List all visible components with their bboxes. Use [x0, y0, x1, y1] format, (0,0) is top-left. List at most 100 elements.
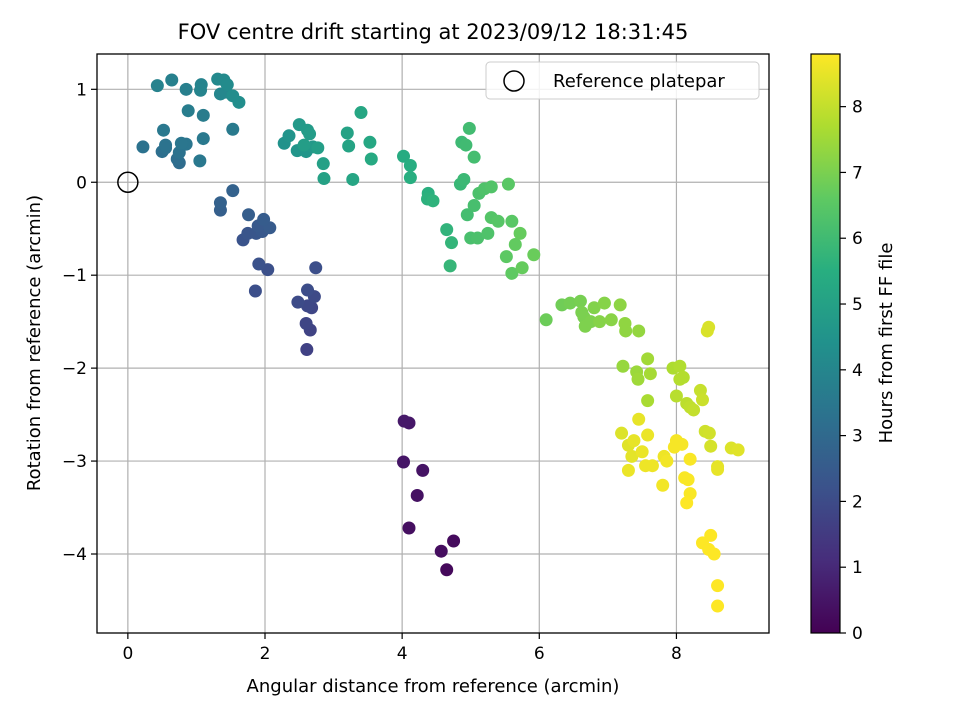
chart-title: FOV centre drift starting at 2023/09/12 …: [178, 20, 689, 44]
data-point: [613, 298, 627, 312]
data-point: [416, 463, 430, 477]
colorbar: [810, 53, 841, 634]
data-point: [656, 478, 670, 492]
data-point: [467, 198, 481, 212]
data-point: [680, 496, 694, 510]
data-point: [616, 359, 630, 373]
data-point: [443, 259, 457, 273]
data-point: [291, 295, 305, 309]
data-point: [300, 343, 314, 357]
x-axis-label: Angular distance from reference (arcmin): [247, 676, 620, 697]
data-point: [641, 352, 655, 366]
data-point: [513, 226, 527, 240]
data-point: [676, 370, 690, 384]
data-point: [632, 324, 646, 338]
data-point: [527, 248, 541, 262]
y-tick-label: 1: [76, 80, 87, 100]
data-point: [194, 83, 208, 97]
legend-label: Reference platepar: [553, 71, 725, 92]
data-point: [303, 127, 317, 141]
legend-reference-marker: [503, 70, 525, 92]
data-point: [704, 439, 718, 453]
data-point: [459, 138, 473, 152]
data-point: [174, 136, 188, 150]
data-point: [681, 473, 695, 487]
data-point: [675, 437, 689, 451]
data-point: [410, 488, 424, 502]
data-point: [481, 226, 495, 240]
data-point: [645, 459, 659, 473]
data-point: [687, 403, 701, 417]
data-point: [625, 449, 639, 463]
y-tick-label: −3: [62, 452, 87, 472]
data-point: [440, 223, 454, 237]
data-point: [499, 250, 513, 264]
data-point: [673, 359, 687, 373]
data-point: [354, 106, 368, 120]
y-tick-label: −1: [62, 266, 87, 286]
x-tick-label: 2: [260, 644, 271, 664]
data-point: [627, 434, 641, 448]
data-point: [157, 123, 171, 137]
data-point: [402, 521, 416, 535]
data-point: [311, 141, 325, 155]
data-point: [508, 238, 522, 252]
data-point: [363, 135, 377, 149]
data-point: [702, 320, 716, 334]
data-point: [641, 428, 655, 442]
data-point: [165, 73, 179, 87]
data-point: [593, 315, 607, 329]
data-point: [587, 301, 601, 315]
data-point: [403, 159, 417, 173]
data-point: [515, 261, 529, 275]
data-point: [242, 208, 256, 222]
y-axis-label: Rotation from reference (arcmin): [24, 195, 45, 491]
data-point: [150, 79, 164, 93]
data-point: [635, 445, 649, 459]
data-point: [619, 324, 633, 338]
y-axis-ticks: 1 0 −1 −2 −3 −4: [62, 80, 97, 565]
data-point: [309, 261, 323, 275]
data-point: [621, 463, 635, 477]
data-point: [397, 414, 411, 428]
data-point: [632, 412, 646, 426]
colorbar-tick-label: 5: [852, 295, 863, 315]
data-point: [695, 393, 709, 407]
data-point: [252, 257, 266, 271]
data-point: [563, 296, 577, 310]
x-tick-label: 0: [122, 644, 133, 664]
data-point: [711, 599, 725, 613]
data-point: [711, 579, 725, 593]
plot-frame: [96, 53, 770, 634]
y-tick-label: −4: [62, 545, 87, 565]
colorbar-tick-label: 2: [852, 492, 863, 512]
data-point: [660, 454, 674, 468]
data-point: [257, 212, 271, 226]
data-point: [297, 138, 311, 152]
y-tick-label: 0: [76, 173, 87, 193]
data-point: [643, 367, 657, 381]
data-point: [704, 528, 718, 542]
data-point: [397, 455, 411, 469]
data-point: [364, 152, 378, 166]
data-point: [505, 266, 519, 280]
data-point: [226, 184, 240, 198]
data-point: [136, 140, 150, 154]
data-point: [445, 236, 459, 250]
data-point: [631, 372, 645, 386]
data-point: [213, 196, 227, 210]
data-point: [346, 172, 360, 186]
data-point: [299, 317, 313, 331]
data-point: [397, 149, 411, 163]
data-point: [731, 443, 745, 457]
data-point: [501, 177, 515, 191]
reference-marker-group: [117, 171, 139, 194]
data-point: [426, 194, 440, 208]
data-point: [340, 126, 354, 140]
data-point: [447, 534, 461, 548]
data-point: [707, 547, 721, 561]
legend: Reference platepar: [485, 61, 760, 100]
data-point: [615, 426, 629, 440]
colorbar-tick-label: 3: [852, 427, 863, 447]
